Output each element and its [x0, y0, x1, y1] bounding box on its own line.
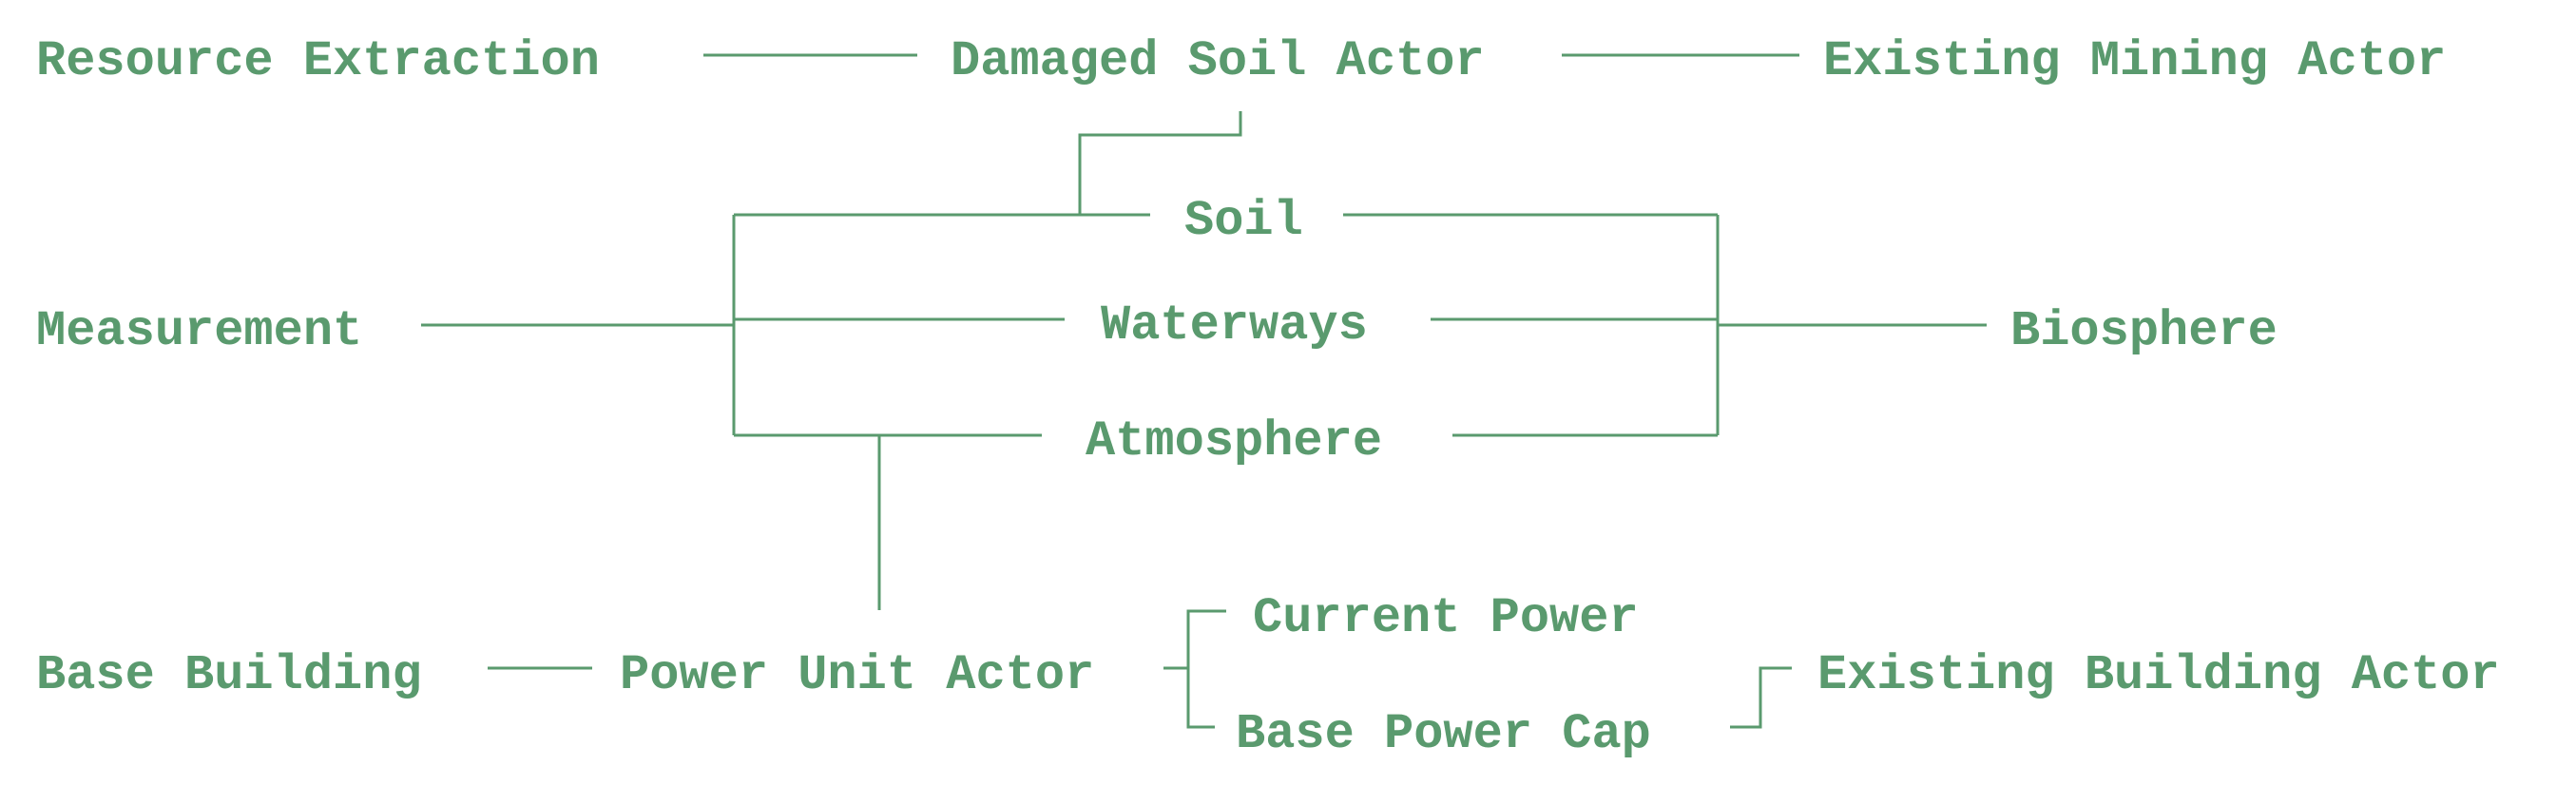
node-atmosphere: Atmosphere: [1086, 413, 1382, 469]
node-base-building: Base Building: [36, 647, 422, 703]
node-resource-extraction: Resource Extraction: [36, 33, 600, 89]
connector-damaged-soil: [1078, 111, 1242, 215]
node-existing-building-actor: Existing Building Actor: [1817, 647, 2500, 703]
node-soil: Soil: [1184, 193, 1303, 249]
node-damaged-soil-actor: Damaged Soil Actor: [951, 33, 1485, 89]
node-biosphere: Biosphere: [2010, 303, 2278, 359]
node-waterways: Waterways: [1101, 297, 1368, 354]
node-base-power-cap: Base Power Cap: [1236, 706, 1651, 762]
node-current-power: Current Power: [1253, 590, 1639, 646]
connector-power-split: [1163, 609, 1226, 729]
node-existing-mining-actor: Existing Mining Actor: [1823, 33, 2446, 89]
connector-cap-existing: [1730, 666, 1792, 729]
node-power-unit-actor: Power Unit Actor: [620, 647, 1094, 703]
node-measurement: Measurement: [36, 303, 362, 359]
